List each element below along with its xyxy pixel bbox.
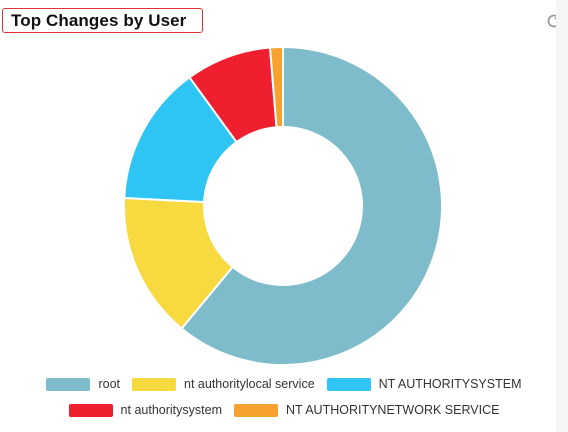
widget-title-box: Top Changes by User — [2, 8, 203, 33]
legend-item[interactable]: NT AUTHORITYSYSTEM — [326, 377, 522, 391]
panel-edge — [556, 0, 568, 432]
legend-swatch — [132, 377, 177, 391]
donut-slice-1[interactable] — [123, 196, 235, 330]
donut-chart — [123, 45, 443, 366]
legend-row-1: root nt authoritylocal service NT AUTHORIT… — [0, 377, 568, 391]
legend-row-2: nt authoritysystem NT AUTHORITYNETWORK SE… — [0, 403, 568, 417]
legend-label: root — [98, 377, 121, 391]
widget-title: Top Changes by User — [11, 10, 187, 30]
legend-swatch — [68, 403, 113, 417]
legend-label: NT AUTHORITYNETWORK SERVICE — [285, 403, 500, 417]
legend-item[interactable]: NT AUTHORITYNETWORK SERVICE — [233, 403, 500, 417]
legend-item[interactable]: root — [46, 377, 120, 391]
chart-panel: Top Changes by User root nt authorityloca… — [2, 8, 561, 417]
legend-item[interactable]: nt authoritylocal service — [132, 377, 315, 391]
donut-slice-4[interactable] — [268, 45, 284, 129]
donut-slice-0[interactable] — [180, 45, 443, 366]
legend-label: NT AUTHORITYSYSTEM — [378, 377, 522, 391]
legend-item[interactable]: nt authoritysystem — [68, 403, 222, 417]
legend-label: nt authoritysystem — [120, 403, 222, 417]
legend-swatch — [233, 403, 278, 417]
legend-swatch — [46, 377, 91, 391]
legend-swatch — [326, 377, 371, 391]
legend-label: nt authoritylocal service — [184, 377, 315, 391]
